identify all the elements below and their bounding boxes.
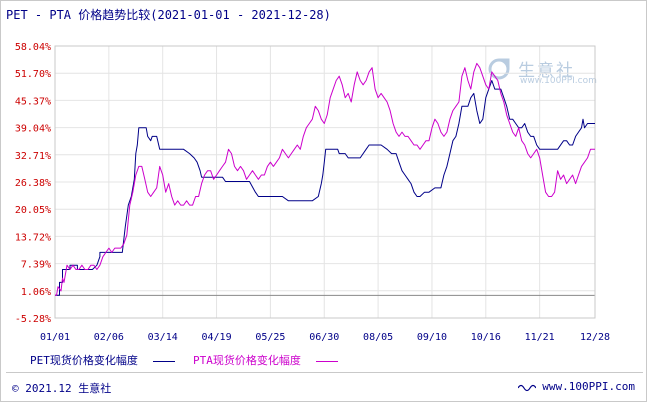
legend-pet-swatch	[152, 360, 175, 362]
y-tick-label: 26.38%	[15, 178, 51, 189]
y-tick-label: 45.37%	[15, 96, 51, 107]
footer-link[interactable]: www.100PPI.com	[518, 380, 635, 393]
x-tick-label: 09/10	[417, 332, 447, 343]
x-tick-label: 02/06	[94, 332, 124, 343]
footer-divider	[6, 372, 643, 373]
x-tick-label: 08/05	[363, 332, 393, 343]
legend-pta: PTA现货价格变化幅度	[193, 352, 338, 368]
x-tick-label: 06/30	[309, 332, 339, 343]
x-tick-label: 04/19	[201, 332, 231, 343]
wave-icon	[518, 384, 537, 391]
footer-url: www.100PPI.com	[542, 380, 635, 393]
footer-copyright: © 2021.12 生意社	[12, 382, 112, 395]
y-tick-label: 13.72%	[15, 232, 51, 243]
x-axis-ticks: 01/01 02/06 03/14 04/19 05/25 06/30 08/05 09/10…	[40, 332, 610, 343]
grid-lines	[54, 45, 596, 319]
x-tick-label: 01/01	[40, 332, 70, 343]
x-tick-label: 05/25	[255, 332, 285, 343]
series-lines	[55, 62, 595, 296]
legend-pet: PET现货价格变化幅度	[30, 352, 175, 368]
legend-pta-label: PTA现货价格变化幅度	[193, 354, 301, 367]
y-tick-label: 20.05%	[15, 205, 51, 216]
legend-pet-label: PET现货价格变化幅度	[30, 354, 138, 367]
x-tick-label: 03/14	[148, 332, 178, 343]
watermark-logo: 生意社 www.100PPI.com	[486, 54, 597, 90]
chart-title: PET - PTA 价格趋势比较(2021-01-01 - 2021-12-28…	[6, 8, 331, 22]
y-axis-ticks: -5.28% 1.06% 7.39% 13.72% 20.05% 26.38% 32.71%…	[15, 42, 51, 325]
watermark-url: www.100PPI.com	[520, 76, 597, 86]
watermark-name: 生意社	[518, 61, 575, 81]
y-tick-label: 39.04%	[15, 124, 51, 135]
y-tick-label: 51.70%	[15, 69, 51, 80]
x-tick-label: 10/16	[471, 332, 501, 343]
plot-area-border	[54, 45, 596, 319]
legend-pta-swatch	[315, 360, 338, 362]
logo-icon	[488, 58, 510, 80]
x-tick-label: 11/21	[525, 332, 555, 343]
y-tick-label: 58.04%	[15, 42, 51, 53]
x-tick-label: 12/28	[580, 332, 610, 343]
y-tick-label: 7.39%	[21, 260, 51, 271]
y-tick-label: 32.71%	[15, 151, 51, 162]
y-tick-label: 1.06%	[21, 287, 51, 298]
series-pta-line	[55, 62, 595, 296]
series-pet-line	[55, 80, 595, 296]
y-tick-label: -5.28%	[15, 314, 51, 325]
